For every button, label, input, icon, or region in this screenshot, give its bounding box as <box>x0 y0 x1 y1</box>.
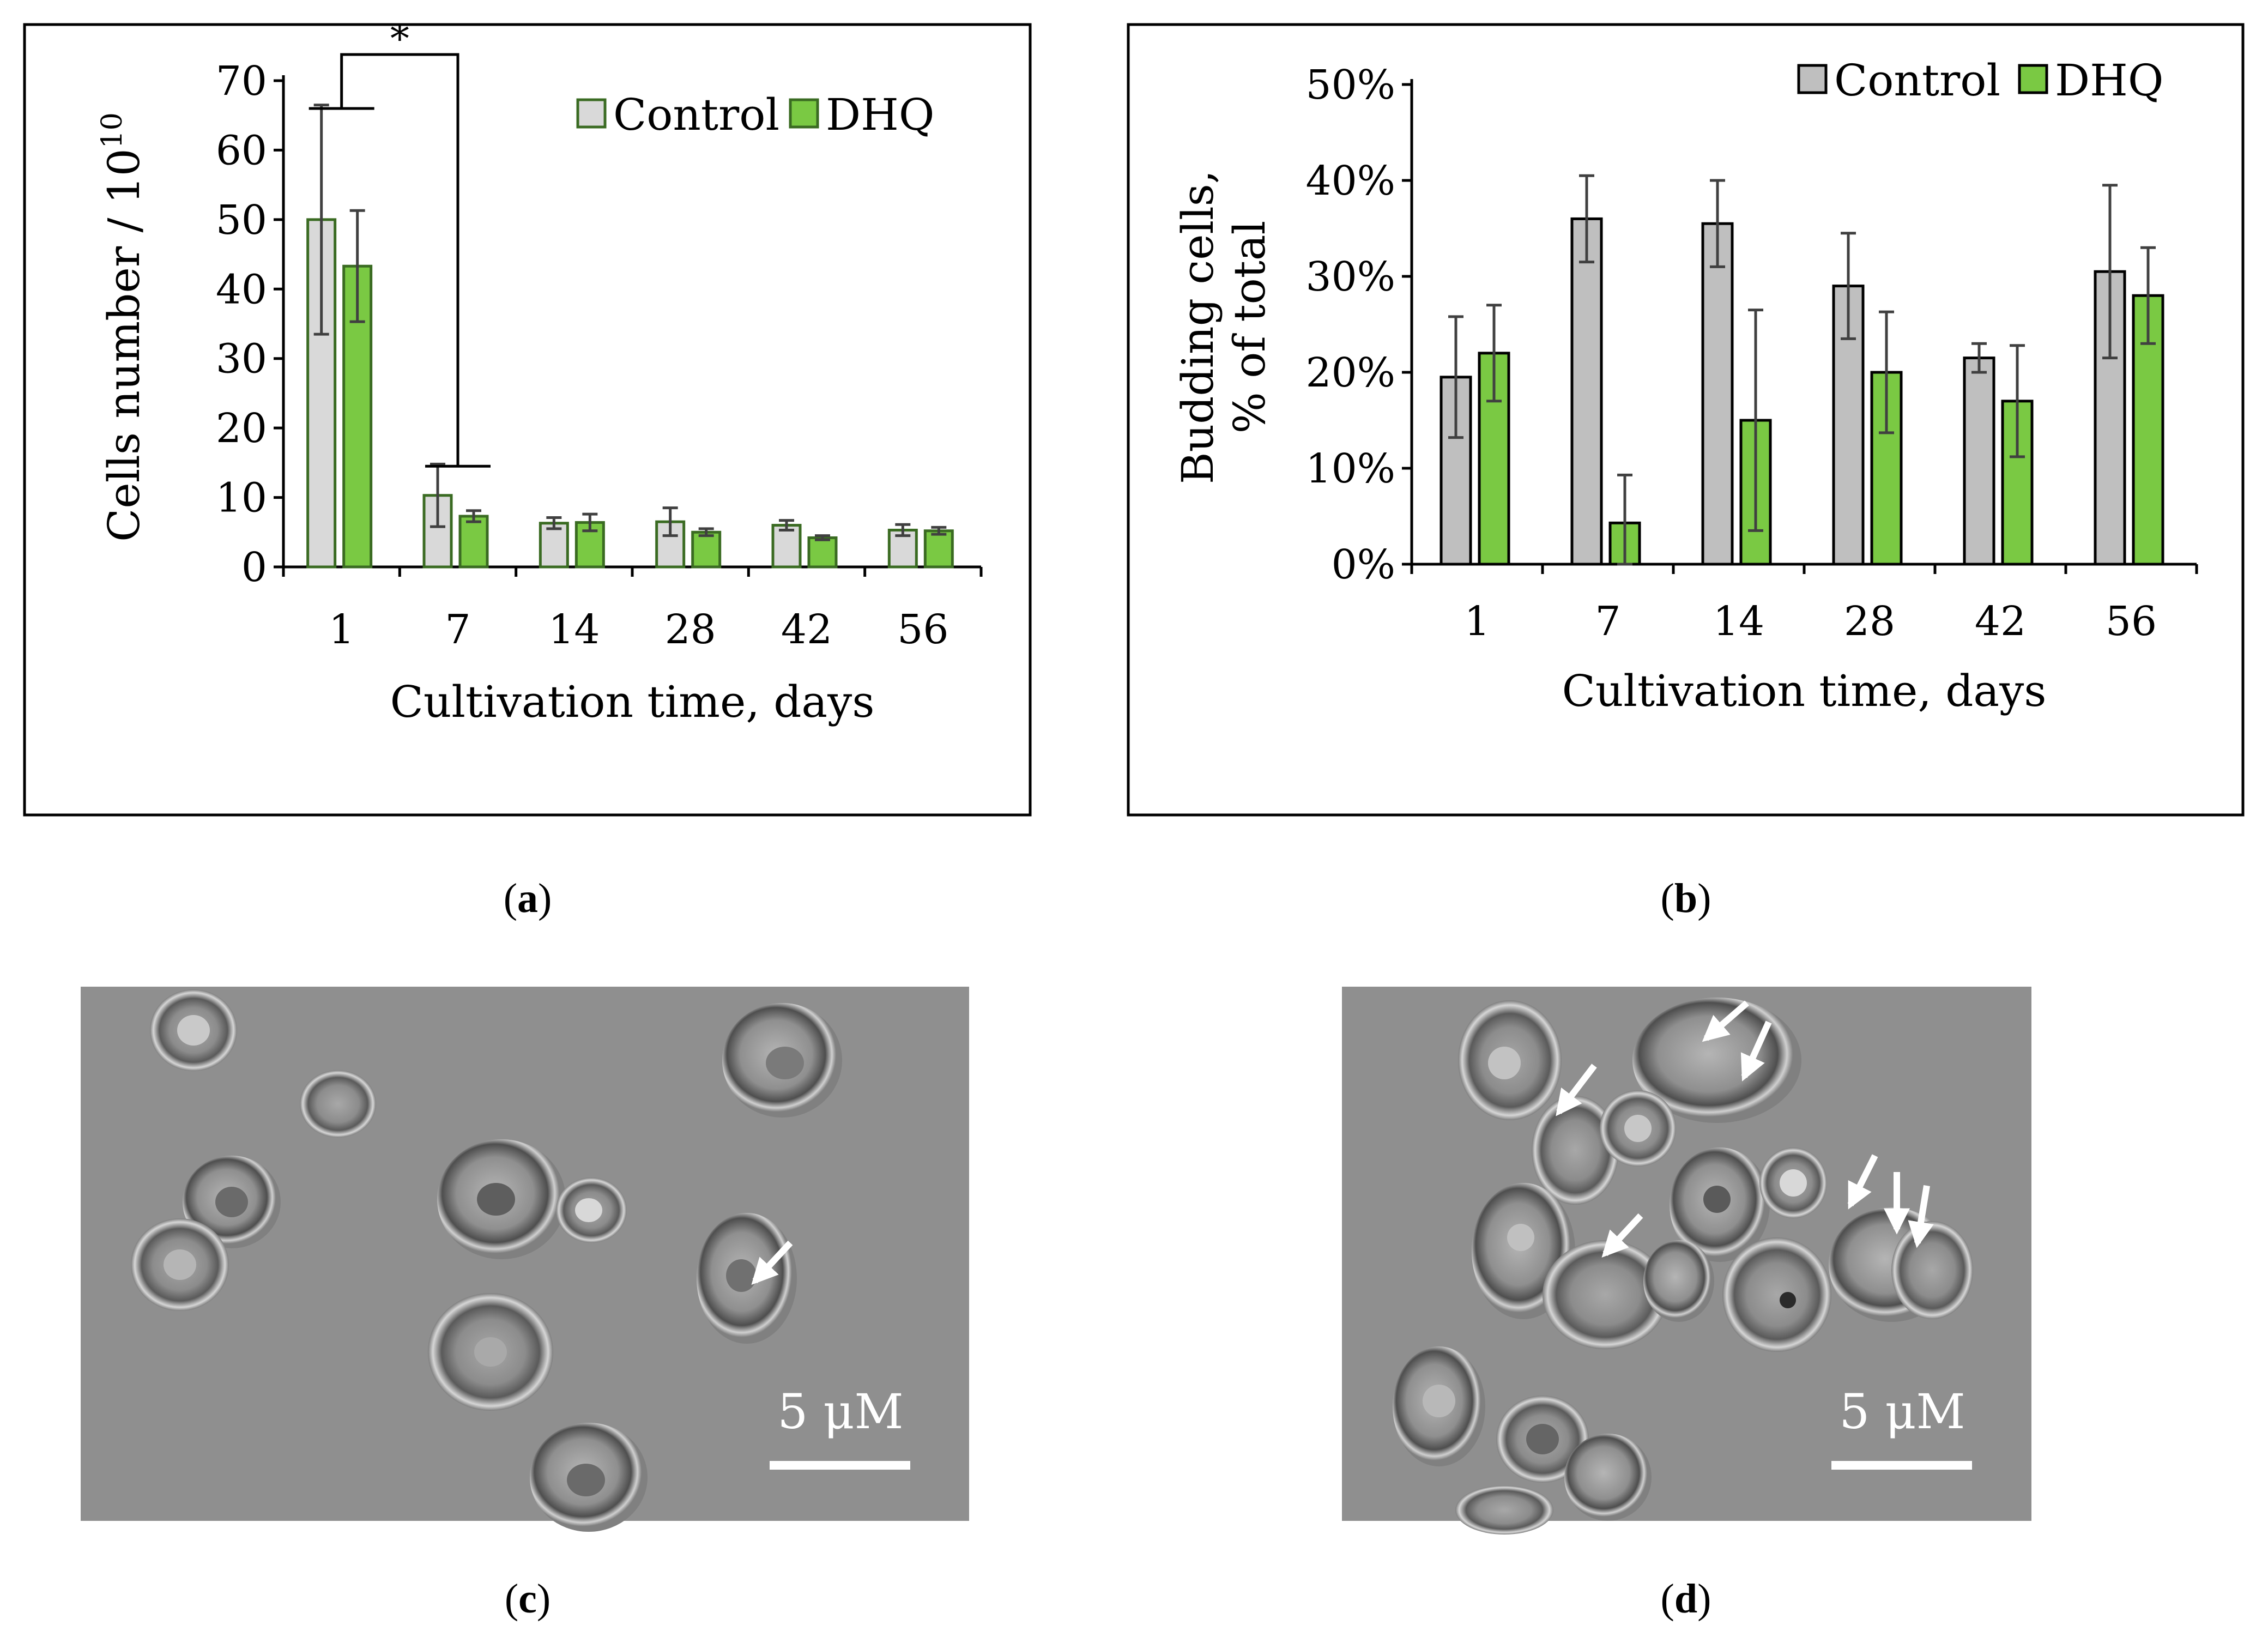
y-tick-label: 10 <box>216 475 267 522</box>
micrograph-c-arrow <box>751 1240 793 1285</box>
micrograph-d: 5 μM <box>1342 987 2031 1535</box>
y-axis-title-line-1: Budding cells, <box>1172 170 1223 484</box>
y-tick-label: 30% <box>1306 253 1395 300</box>
legend-label-control: Control <box>613 89 779 140</box>
x-tick-label: 56 <box>2106 598 2157 645</box>
y-tick-label: 20 <box>216 405 267 452</box>
x-tick-label: 1 <box>329 606 354 653</box>
x-tick-label: 7 <box>445 606 470 653</box>
x-tick-label: 14 <box>548 606 600 653</box>
bar-control-day-42 <box>1963 357 1995 566</box>
caption-a: (a) <box>503 875 552 921</box>
legend-swatch-dhq <box>2018 64 2048 94</box>
x-tick-label: 14 <box>1713 598 1764 645</box>
caption-d: (d) <box>1660 1576 1711 1622</box>
x-tick-label: 1 <box>1464 598 1490 645</box>
y-tick-label: 50% <box>1306 62 1395 108</box>
micrograph-d-arrows <box>1556 1000 1934 1258</box>
micrograph-d-scale-bar <box>1831 1461 1972 1470</box>
y-tick-label: 60 <box>216 127 267 174</box>
bar-dhq-day-56 <box>923 529 954 569</box>
significance-star: * <box>390 16 409 61</box>
bar-dhq-day-28 <box>691 530 722 569</box>
y-tick-label: 40 <box>216 266 267 313</box>
legend-label-dhq: DHQ <box>826 89 935 140</box>
y-tick-label: 50 <box>216 197 267 244</box>
y-tick-label: 0 <box>241 544 267 591</box>
micrograph-c-scale-label: 5 μM <box>777 1384 903 1440</box>
x-tick-label: 42 <box>781 606 832 653</box>
y-tick-label: 20% <box>1306 349 1395 396</box>
y-axis-title: Cells number / 1010 <box>96 112 149 542</box>
y-axis-title-superscript: 10 <box>96 112 129 148</box>
micrograph-c-scale-bar <box>770 1461 910 1470</box>
legend-swatch-dhq <box>789 98 819 129</box>
legend-label-control: Control <box>1834 55 2000 106</box>
x-axis-title: Cultivation time, days <box>390 676 875 727</box>
y-axis-title-line-2: % of total <box>1224 221 1275 433</box>
micrograph-c: 5 μM <box>81 987 969 1532</box>
panel-b-chart: 0% 10% 20% 30% 40% 50% 1 7 14 28 42 56 Cultivation t… <box>1127 23 2245 817</box>
micrograph-c-cells <box>131 989 842 1532</box>
x-tick-label: 42 <box>1975 598 2026 645</box>
micrograph-d-scale-label: 5 μM <box>1839 1384 1965 1440</box>
panel-a-chart: 0 10 20 30 40 50 60 70 1 7 14 28 42 56 Cultivation tim… <box>23 16 1032 817</box>
bar-dhq-day-42 <box>807 536 838 569</box>
y-tick-label: 40% <box>1306 158 1395 204</box>
bar-control-day-7 <box>1570 217 1603 566</box>
x-tick-label: 7 <box>1595 598 1620 645</box>
y-tick-label: 30 <box>216 336 267 383</box>
y-tick-label: 0% <box>1332 541 1395 588</box>
legend-swatch-control <box>1797 64 1828 94</box>
panel-a-frame <box>23 23 1032 817</box>
caption-c: (c) <box>504 1576 551 1622</box>
y-tick-label: 10% <box>1306 445 1395 492</box>
panel-b-frame <box>1127 23 2245 817</box>
panel-a-plot: 0 10 20 30 40 50 60 70 1 7 14 28 42 56 Cultivation tim… <box>96 16 983 727</box>
y-tick-label: 70 <box>216 58 267 105</box>
caption-b: (b) <box>1660 875 1711 921</box>
x-axis-title: Cultivation time, days <box>1562 666 2047 716</box>
legend-swatch-control <box>576 98 607 129</box>
significance-bracket <box>340 53 459 467</box>
legend-label-dhq: DHQ <box>2055 55 2164 106</box>
panel-b-plot: 0% 10% 20% 30% 40% 50% 1 7 14 28 42 56 Cultivation t… <box>1172 55 2198 716</box>
bar-control-day-42 <box>771 524 802 569</box>
y-axis-title-main: Cells number / 10 <box>99 148 149 542</box>
x-tick-label: 28 <box>665 606 716 653</box>
x-tick-label: 56 <box>897 606 948 653</box>
bar-control-day-14 <box>1701 222 1734 566</box>
bar-dhq-day-7 <box>458 515 489 569</box>
x-tick-label: 28 <box>1844 598 1895 645</box>
micrograph-d-cells <box>1393 998 1973 1535</box>
